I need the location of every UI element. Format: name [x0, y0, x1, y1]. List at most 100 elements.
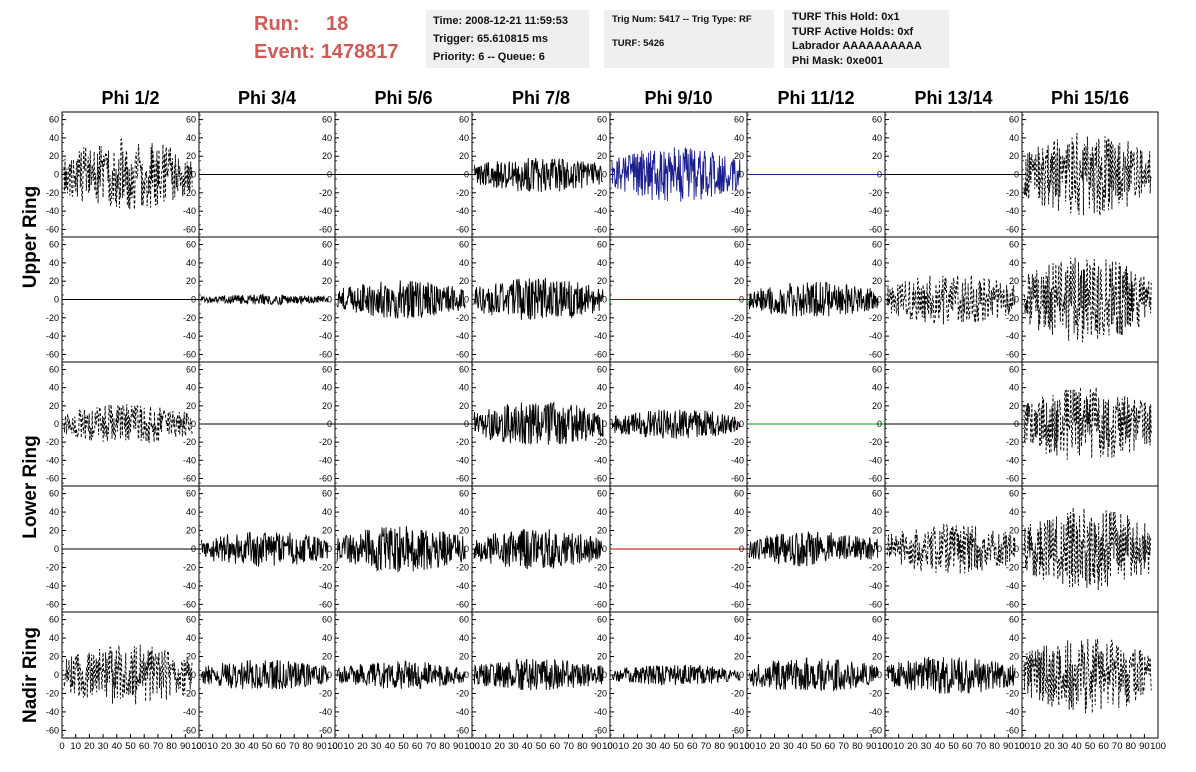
ytick-label: 40 [322, 258, 332, 268]
xtick-label: 10 [207, 741, 218, 752]
ytick-label: 20 [459, 151, 469, 161]
ytick-label: 60 [1009, 115, 1019, 125]
ytick-label: 0 [191, 544, 196, 554]
ytick-label: 0 [327, 419, 332, 429]
xtick-label: 90 [866, 741, 877, 752]
column-header-6: Phi 11/12 [777, 88, 854, 108]
xtick-label: 20 [84, 741, 95, 752]
waveform-trace [748, 657, 879, 692]
ytick-label: -60 [594, 473, 607, 483]
column-header-5: Phi 9/10 [644, 88, 712, 108]
ytick-label: -40 [456, 206, 469, 216]
ytick-label: -40 [731, 331, 744, 341]
xtick-label: 50 [536, 741, 547, 752]
xtick-label: 80 [989, 741, 1000, 752]
ytick-label: 40 [186, 258, 196, 268]
row-label-3: Nadir Ring [20, 627, 41, 723]
ytick-label: 0 [464, 170, 469, 180]
ytick-label: -40 [594, 581, 607, 591]
xtick-label: 20 [1044, 741, 1055, 752]
trigger-text: Trigger: 65.610815 ms [433, 33, 548, 45]
ytick-label: -20 [46, 688, 59, 698]
xtick-label: 0 [59, 741, 64, 752]
run-label: Run: [254, 13, 300, 35]
ytick-label: 40 [322, 383, 332, 393]
waveform-trace [611, 147, 741, 202]
ytick-label: -20 [456, 562, 469, 572]
ytick-label: -60 [183, 349, 196, 359]
ytick-label: 20 [872, 652, 882, 662]
ytick-label: 60 [734, 240, 744, 250]
ytick-label: 60 [49, 115, 59, 125]
ytick-label: -40 [46, 455, 59, 465]
waveform-trace [336, 526, 466, 573]
ytick-label: 20 [186, 151, 196, 161]
ytick-label: 0 [602, 544, 607, 554]
ytick-label: -20 [319, 188, 332, 198]
ytick-label: -40 [319, 455, 332, 465]
xtick-label: 50 [125, 741, 136, 752]
ytick-label: 60 [49, 615, 59, 625]
ytick-label: -60 [1006, 725, 1019, 735]
ytick-label: 20 [459, 526, 469, 536]
ytick-label: -60 [456, 599, 469, 609]
xtick-label: 80 [439, 741, 450, 752]
ytick-label: -60 [46, 599, 59, 609]
ytick-label: 0 [327, 170, 332, 180]
ytick-label: 40 [597, 133, 607, 143]
ytick-label: 40 [734, 633, 744, 643]
xtick-label: 80 [714, 741, 725, 752]
ytick-label: 20 [459, 652, 469, 662]
ytick-label: -60 [594, 599, 607, 609]
waveform-trace [63, 138, 193, 210]
waveform-trace [336, 660, 466, 690]
ytick-label: -40 [594, 331, 607, 341]
ytick-label: -20 [869, 188, 882, 198]
ytick-label: 60 [186, 365, 196, 375]
column-header-8: Phi 15/16 [1051, 88, 1129, 108]
xtick-label: 60 [275, 741, 286, 752]
ytick-label: 0 [464, 544, 469, 554]
ytick-label: 60 [186, 489, 196, 499]
ytick-label: -60 [1006, 224, 1019, 234]
waveform-trace [748, 281, 879, 318]
ytick-label: 0 [464, 295, 469, 305]
ytick-label: 20 [186, 401, 196, 411]
ytick-label: 0 [739, 544, 744, 554]
ytick-label: -60 [869, 224, 882, 234]
ytick-label: 60 [459, 115, 469, 125]
ytick-label: -20 [731, 688, 744, 698]
ytick-label: -20 [183, 188, 196, 198]
ytick-label: -60 [731, 224, 744, 234]
ytick-label: -40 [183, 331, 196, 341]
ytick-label: -40 [456, 331, 469, 341]
ytick-label: -40 [731, 455, 744, 465]
waveform-trace [473, 529, 604, 570]
ytick-label: -40 [869, 707, 882, 717]
ytick-label: 60 [872, 115, 882, 125]
ytick-label: 40 [597, 258, 607, 268]
xtick-label: 20 [769, 741, 780, 752]
xtick-label: 90 [453, 741, 464, 752]
ytick-label: 0 [739, 419, 744, 429]
ytick-label: -40 [46, 331, 59, 341]
xtick-label: 90 [591, 741, 602, 752]
time-text: Time: 2008-12-21 11:59:53 [433, 15, 568, 27]
ytick-label: -60 [1006, 599, 1019, 609]
ytick-label: -60 [456, 224, 469, 234]
ytick-label: 0 [191, 670, 196, 680]
ytick-label: 60 [872, 615, 882, 625]
ytick-label: 40 [49, 633, 59, 643]
ytick-label: -40 [319, 581, 332, 591]
xtick-label: 50 [1085, 741, 1096, 752]
xtick-label: 0 [196, 741, 201, 752]
ytick-label: 0 [877, 295, 882, 305]
ytick-label: 40 [1009, 507, 1019, 517]
ytick-label: -60 [319, 473, 332, 483]
ytick-label: -60 [594, 725, 607, 735]
xtick-label: 100 [877, 741, 893, 752]
ytick-label: -60 [1006, 473, 1019, 483]
ytick-label: 40 [1009, 258, 1019, 268]
waveform-trace [1023, 132, 1152, 218]
row-label-2: Lower Ring [20, 435, 41, 538]
